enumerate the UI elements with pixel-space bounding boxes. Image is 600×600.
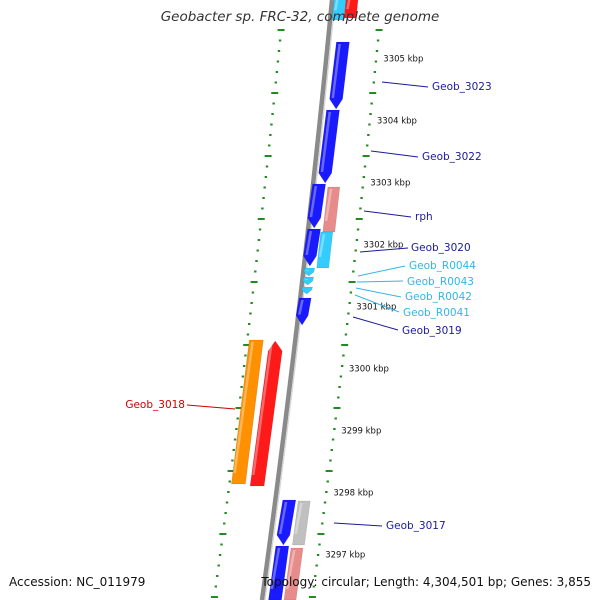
misc-arrow <box>292 500 311 546</box>
ruler-tick-label: 3302 kbp <box>363 241 403 251</box>
trna-arrow-shine <box>334 0 339 11</box>
gene-arrow-geob-3018-shine <box>252 343 273 475</box>
ruler-tick-label: 3305 kbp <box>383 55 423 65</box>
gene-label-leader <box>363 210 412 218</box>
gene-arrow-geob-3019-shine <box>298 300 304 315</box>
trna-arrow-geob-r0044 <box>303 267 316 277</box>
gene-label-geob-3017: Geob_3017 <box>386 520 446 532</box>
ruler-tick-label: 3299 kbp <box>341 427 381 437</box>
gene-label-geob-3022: Geob_3022 <box>422 151 482 163</box>
ruler-tick-label: 3301 kbp <box>356 303 396 313</box>
gene-arrow-geob-3017 <box>276 499 297 546</box>
ruler-tick-label: 3300 kbp <box>349 365 389 375</box>
gene-label-leader <box>359 247 409 253</box>
gene-label-leader <box>354 294 400 313</box>
trna-arrow-geob-r0043 <box>302 276 315 286</box>
gene-arrow-geob-3019 <box>295 297 312 326</box>
cds-arrow <box>343 0 359 19</box>
gene-arrow-orange <box>231 339 264 485</box>
trna-arrow-cluster <box>316 231 334 269</box>
gene-label-leader <box>355 287 402 298</box>
gene-arrow-orange-shine <box>233 342 254 473</box>
cds-arrow-shine <box>346 0 351 9</box>
gene-label-geob-r0044: Geob_R0044 <box>409 260 476 272</box>
gene-label-leader <box>381 81 429 88</box>
gene-arrow-geob-3018 <box>249 340 283 487</box>
ruler-tick-label: 3303 kbp <box>370 179 410 189</box>
pseudo-arrow-next-shine <box>286 550 296 589</box>
gene-label-geob-r0043: Geob_R0043 <box>407 276 474 288</box>
ruler-tick-label: 3304 kbp <box>377 117 417 127</box>
misc-arrow-shine <box>294 503 303 534</box>
accession-label: Accession: NC_011979 <box>9 575 146 589</box>
gene-label-geob-r0042: Geob_R0042 <box>405 291 472 303</box>
pseudo-arrow-next <box>283 547 304 600</box>
gene-arrow-geob-3022 <box>318 109 340 184</box>
trna-arrow <box>331 0 347 21</box>
gene-arrow-rph-shine <box>324 189 333 221</box>
gene-label-leader <box>357 265 406 277</box>
gene-arrow-geob-3023-shine <box>331 44 341 98</box>
gene-label-leader <box>370 150 419 158</box>
gene-arrow-next <box>268 545 290 600</box>
gene-arrow-geob-3020-shine <box>305 231 313 255</box>
gene-label-leader <box>333 522 383 527</box>
gene-arrow-geob-3021 <box>307 183 326 229</box>
gene-label-leader <box>352 316 399 331</box>
gene-label-leader <box>186 404 236 410</box>
gene-arrow-geob-3020 <box>303 228 321 267</box>
gene-arrow-geob-3021-shine <box>309 186 318 217</box>
gene-arrow-next-shine <box>270 548 281 589</box>
gene-label-geob-r0041: Geob_R0041 <box>403 307 470 319</box>
ruler-tick-label: 3297 kbp <box>325 551 365 561</box>
gene-label-leader <box>356 280 404 283</box>
trna-arrow-geob-r0042 <box>301 286 313 295</box>
map-title: Geobacter sp. FRC-32, complete genome <box>160 9 440 25</box>
trna-arrow-geob-r0044-shine <box>305 270 310 271</box>
gene-arrow-rph <box>322 186 341 233</box>
gene-label-geob-3019: Geob_3019 <box>402 325 462 337</box>
gene-arrow-geob-3017-shine <box>278 502 288 534</box>
topology-label: Topology: circular; Length: 4,304,501 bp… <box>261 575 591 589</box>
gene-label-rph: rph <box>415 211 433 223</box>
gene-label-geob-3023: Geob_3023 <box>432 81 492 93</box>
gene-arrow-geob-3023 <box>329 41 350 110</box>
trna-arrow-cluster-shine <box>318 234 326 257</box>
gene-arrow-geob-3022-shine <box>320 112 331 172</box>
gene-label-geob-3020: Geob_3020 <box>411 242 471 254</box>
trna-arrow-geob-r0043-shine <box>304 279 309 280</box>
gene-label-geob-3018: Geob_3018 <box>125 399 185 411</box>
ruler-tick-label: 3298 kbp <box>333 489 373 499</box>
